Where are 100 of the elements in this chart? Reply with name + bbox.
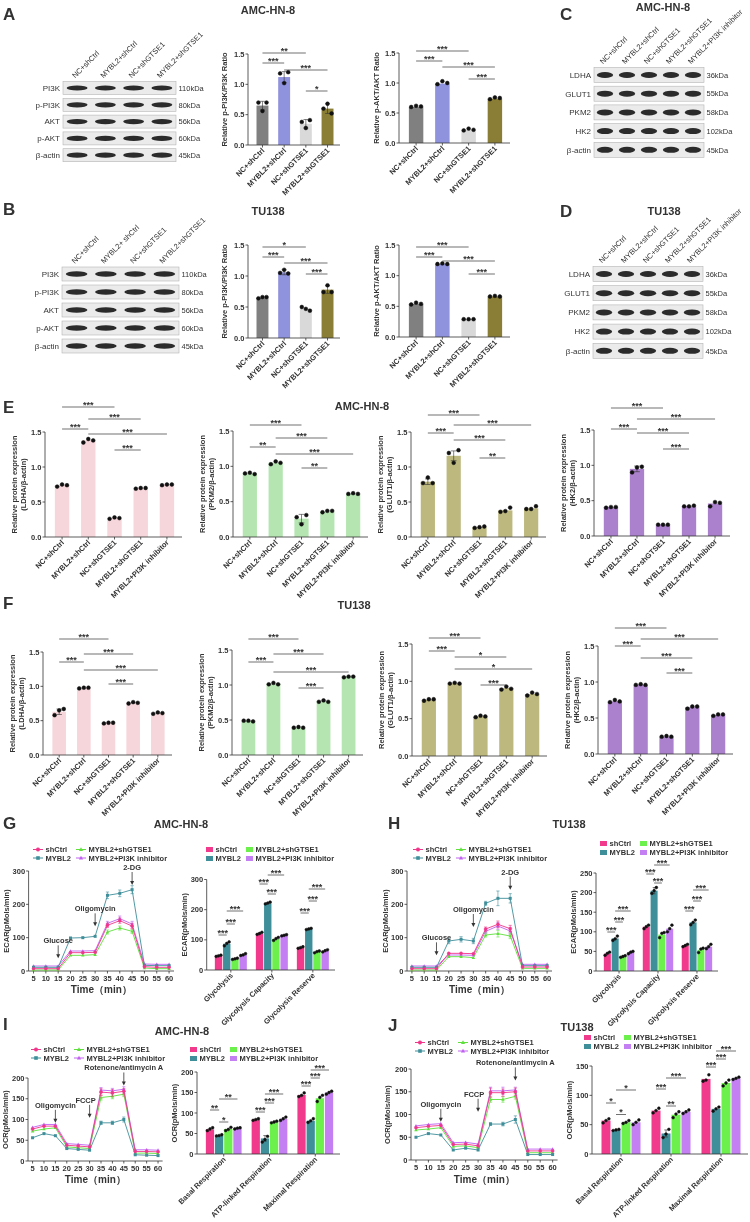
annotation: ***: [474, 432, 486, 443]
annotation: ***: [311, 881, 323, 892]
annotation: ***: [307, 893, 319, 904]
text: ***: [78, 631, 90, 642]
text: ***: [449, 630, 461, 641]
category-label: PKM2: [568, 308, 590, 318]
text: ***: [656, 857, 668, 868]
chart-title: AMC-HN-8: [153, 818, 209, 830]
annotation: ***: [255, 1104, 267, 1115]
annotation: ***: [309, 446, 321, 457]
text: ***: [631, 400, 643, 411]
text: J: [388, 1016, 398, 1035]
annotation: ***: [423, 249, 435, 260]
annotation: ***: [436, 643, 448, 654]
annotation: ***: [613, 914, 625, 925]
annotation: **: [280, 45, 289, 56]
text: ***: [635, 620, 647, 631]
annotation: ***: [695, 882, 707, 893]
annotation: ***: [652, 875, 664, 886]
annotation: ***: [691, 893, 703, 904]
text: C: [560, 5, 573, 24]
annotation: ***: [310, 1070, 322, 1081]
text: ***: [109, 411, 121, 422]
annotation: ***: [103, 646, 115, 657]
category-label: AKT: [43, 305, 59, 315]
annotation: ***: [258, 876, 270, 887]
annotation: ***: [314, 1062, 326, 1073]
annotation: ***: [305, 664, 317, 675]
category-label: GLUT1: [564, 289, 590, 298]
text: ***: [720, 1043, 732, 1054]
text: ***: [69, 421, 81, 432]
text: F: [3, 594, 14, 613]
x-axis-title: Time（min）: [453, 1174, 515, 1185]
text: ***: [448, 407, 460, 418]
annotation: ***: [299, 905, 311, 916]
text: I: [3, 1015, 8, 1034]
annotation: ***: [300, 255, 312, 266]
text: ***: [270, 867, 282, 878]
category-label: HK2: [574, 327, 590, 337]
annotation: ***: [115, 662, 127, 673]
annotation: ***: [618, 421, 630, 432]
text: ***: [670, 411, 682, 422]
text: D: [560, 202, 573, 221]
annotation: ***: [463, 59, 475, 70]
annotation: ***: [268, 249, 280, 260]
annotation: *: [491, 661, 496, 672]
annotation: *: [609, 1095, 614, 1106]
annotation: ***: [476, 71, 488, 82]
category-label: PKM2: [569, 108, 591, 118]
chart-title: TU138: [552, 818, 586, 830]
text: TU138: [647, 205, 681, 217]
chart-title: AMC-HN-8: [154, 1025, 210, 1037]
annotation: ***: [266, 886, 278, 897]
chart-title: TU138: [251, 205, 285, 217]
text: ***: [674, 631, 686, 642]
annotation: ***: [305, 680, 317, 691]
category-label: β-actin: [566, 145, 591, 155]
text: A: [3, 5, 16, 24]
text: E: [3, 398, 15, 417]
annotation: *: [619, 1107, 624, 1118]
category-label: AKT: [44, 117, 60, 127]
category-label: p-AKT: [36, 323, 59, 333]
annotation: ***: [311, 266, 323, 277]
annotation: *: [478, 649, 483, 660]
text: ***: [487, 417, 499, 428]
text: H: [388, 814, 401, 833]
annotation: ***: [463, 253, 475, 264]
category-label: LDHA: [569, 70, 591, 80]
annotation: ***: [644, 866, 656, 877]
annotation: ***: [217, 927, 229, 938]
annotation: **: [310, 460, 319, 471]
annotation: ***: [488, 677, 500, 688]
text: G: [3, 814, 17, 833]
category-label: PI3K: [41, 269, 59, 279]
annotation: *: [282, 239, 287, 250]
annotation: **: [211, 1102, 219, 1113]
annotation: ***: [657, 425, 669, 436]
annotation: ***: [300, 62, 312, 73]
annotation: ***: [655, 1081, 667, 1092]
category-label: GLUT1: [565, 89, 591, 99]
category-label: p-AKT: [37, 134, 60, 144]
annotation: ***: [268, 1086, 280, 1097]
annotation: ***: [300, 1078, 312, 1089]
annotation: **: [224, 1091, 233, 1102]
annotation: ***: [296, 430, 308, 441]
annotation: *: [624, 1082, 629, 1093]
annotation: ***: [122, 426, 134, 437]
annotation: ***: [670, 1070, 682, 1081]
chart-title: AMC-HN-8: [240, 4, 296, 16]
text: ***: [83, 399, 95, 410]
category-label: β-actin: [565, 346, 590, 356]
category-label: p-PI3K: [35, 100, 60, 110]
annotation: ***: [435, 425, 447, 436]
annotation: *: [314, 83, 319, 94]
text: B: [3, 200, 16, 219]
x-axis-title: Time（min）: [64, 1174, 126, 1185]
annotation: **: [259, 439, 267, 450]
annotation: ***: [66, 654, 78, 665]
category-label: β-actin: [34, 341, 59, 351]
text: ***: [268, 631, 280, 642]
